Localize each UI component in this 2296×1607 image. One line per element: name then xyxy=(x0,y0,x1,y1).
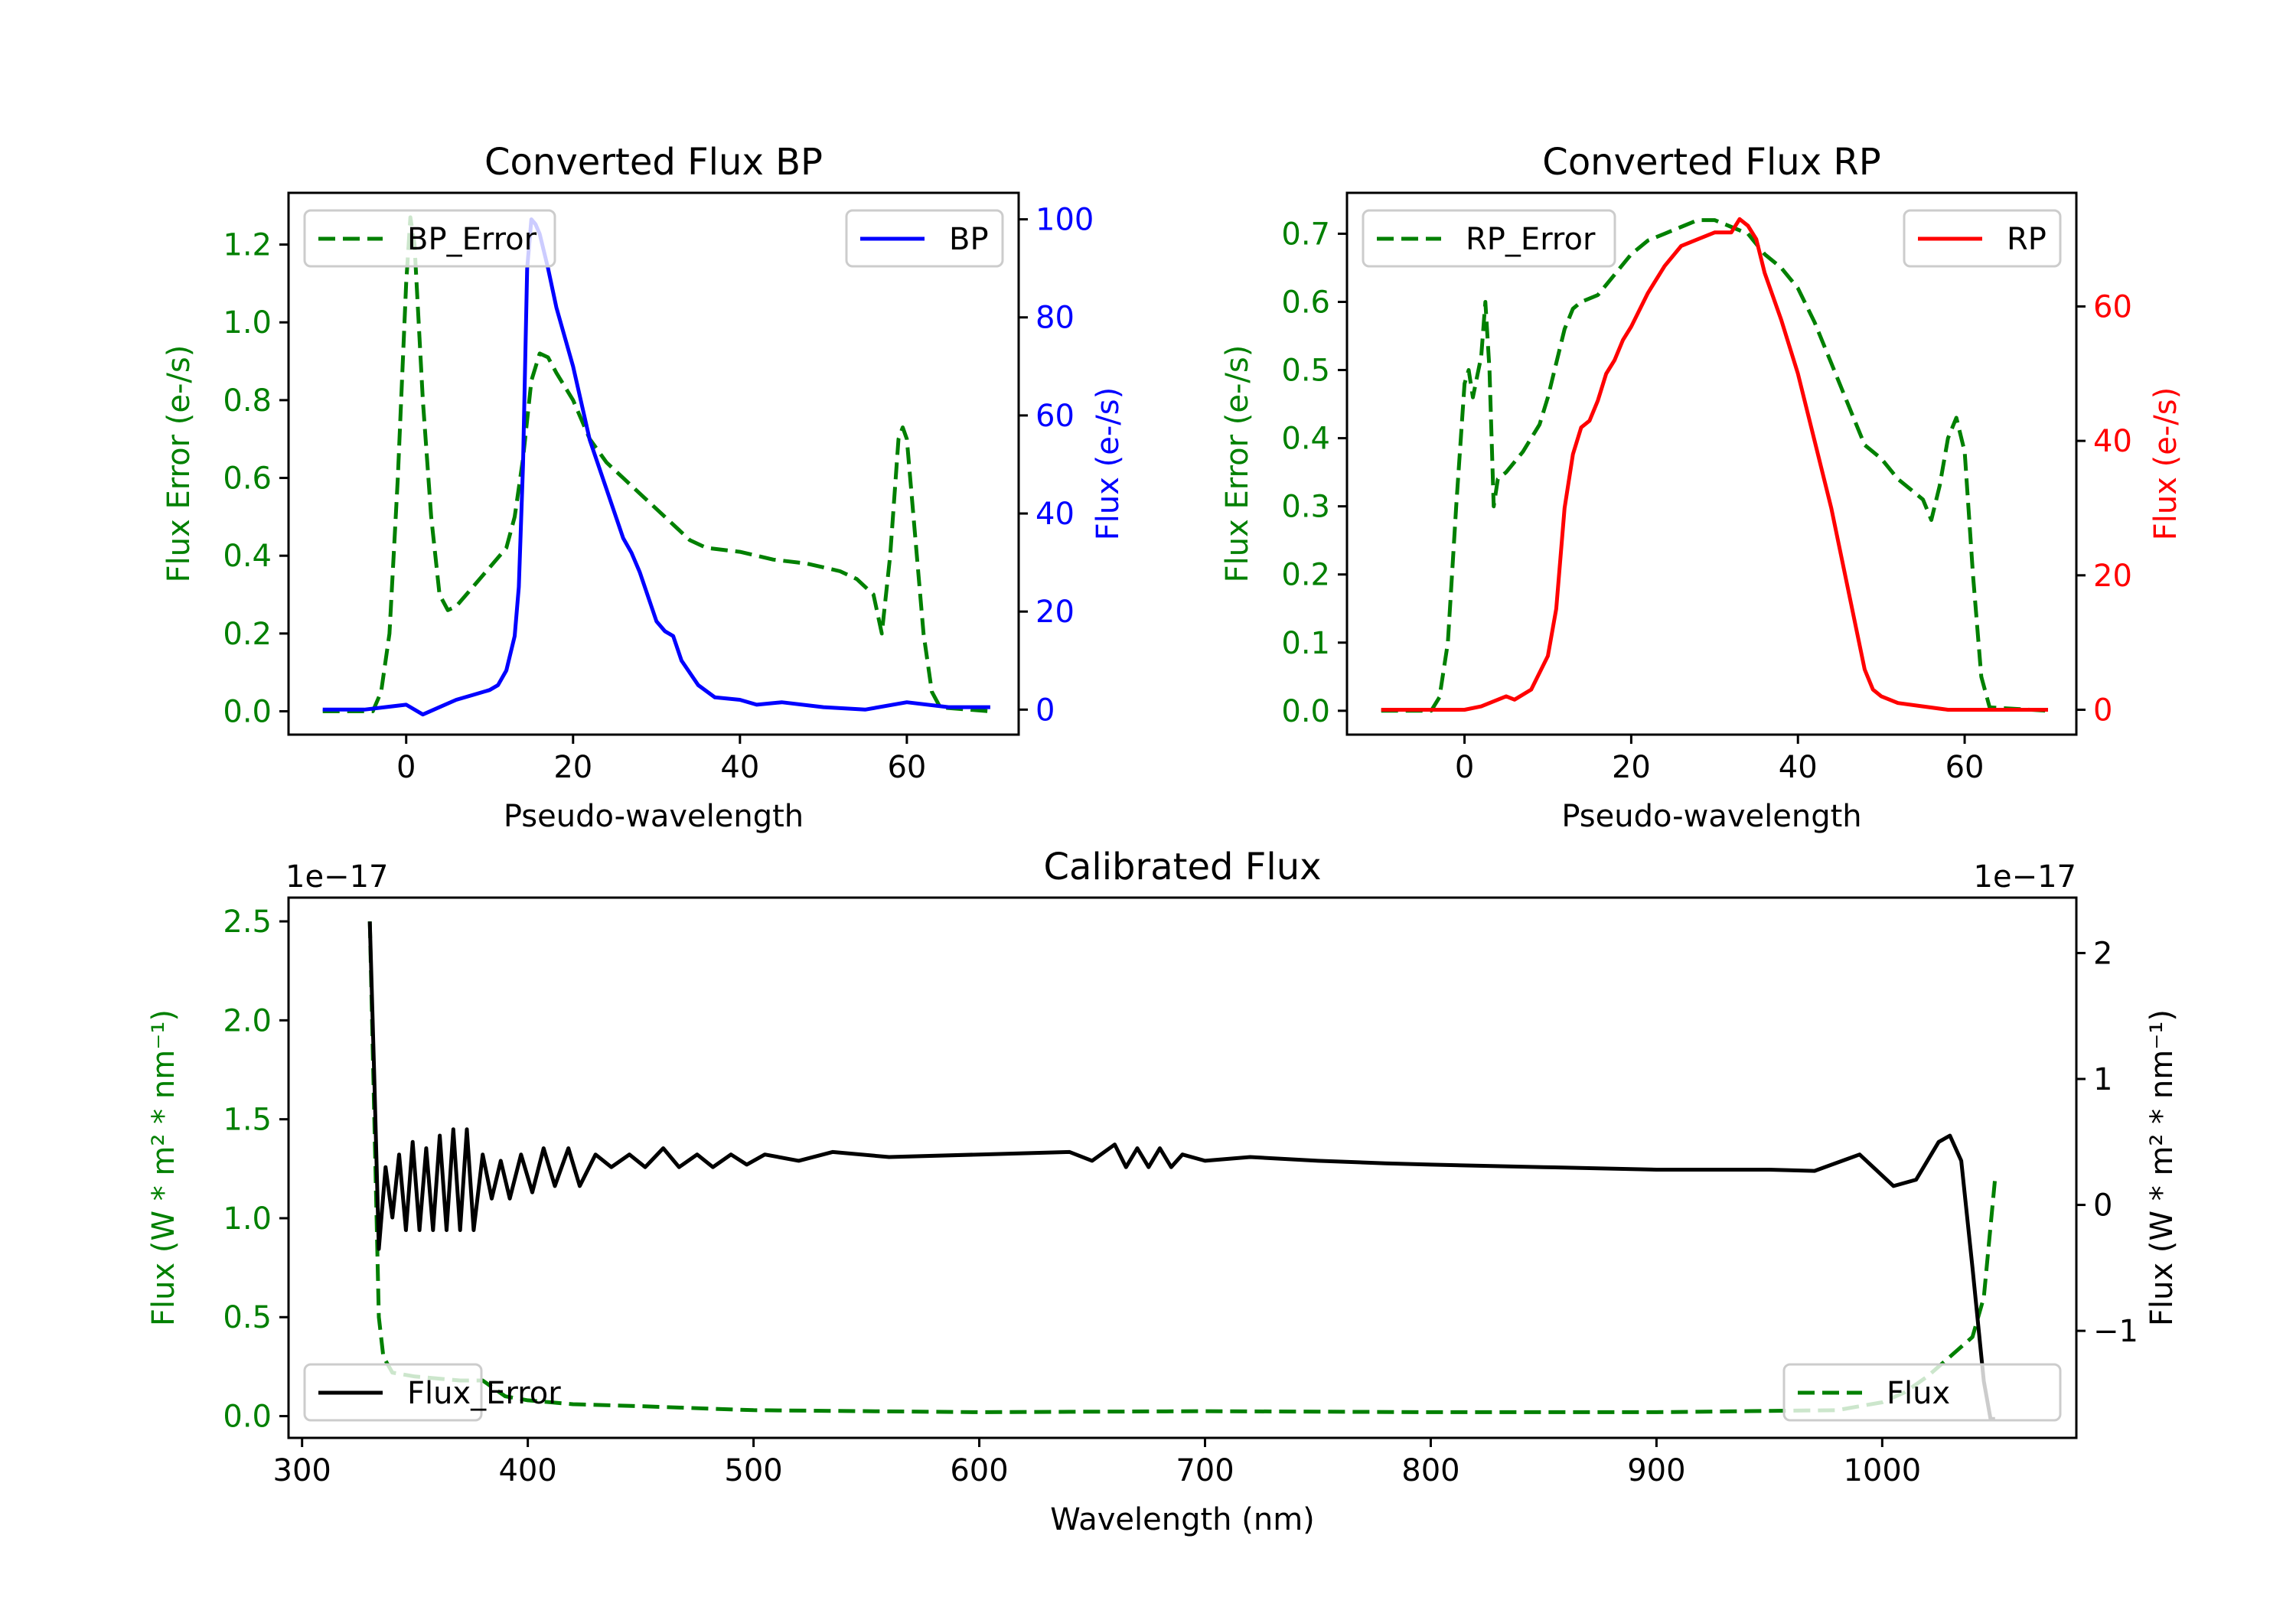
subplot-3: 300 400 500 600 700 800 900 1000 0.0 0.5 1.0 1.5 2.0… xyxy=(146,846,2180,1537)
legend-label: RP_Error xyxy=(1466,222,1596,257)
y-left-tick-label: 0.8 xyxy=(223,383,272,419)
x-tick-label: 40 xyxy=(720,750,759,785)
legend-left: BP_Error xyxy=(303,209,556,268)
y-left-tick-label: 1.0 xyxy=(223,305,272,341)
series-group xyxy=(322,215,991,717)
y-left-tick-label: 0.4 xyxy=(1281,422,1330,457)
y-left-tick-label: 0.3 xyxy=(1281,490,1330,525)
legend-right: RP xyxy=(1903,209,2062,268)
x-tick-label: 20 xyxy=(553,750,592,785)
y-left-tick-label: 0.0 xyxy=(223,695,272,730)
series-line-bp xyxy=(322,217,990,717)
x-tick-label: 700 xyxy=(1176,1453,1234,1488)
y-right-axis-label: Flux (e-/s) xyxy=(1091,387,1126,540)
x-tick-label: 60 xyxy=(887,750,926,785)
x-axis-label: Wavelength (nm) xyxy=(1050,1502,1315,1537)
legend-label: RP xyxy=(2007,222,2047,257)
y-left-tick-label: 0.5 xyxy=(223,1300,272,1335)
y-left-axis-label: Flux (W * m² * nm⁻¹) xyxy=(146,1009,181,1326)
y-right-tick-label: 0 xyxy=(2093,693,2112,728)
chart-title: Converted Flux BP xyxy=(484,141,823,184)
y-left-tick-label: 1.0 xyxy=(223,1201,272,1237)
y-left-tick-label: 0.6 xyxy=(223,461,272,497)
y-right-offset-text: 1e−17 xyxy=(1974,859,2076,895)
x-tick-label: 500 xyxy=(724,1453,782,1488)
x-tick-label: 1000 xyxy=(1843,1453,1921,1488)
y-left-tick-label: 1.2 xyxy=(223,228,272,263)
x-tick-label: 900 xyxy=(1627,1453,1685,1488)
x-tick-label: 40 xyxy=(1779,750,1818,785)
y-left-axis-label: Flux Error (e-/s) xyxy=(161,345,197,583)
x-tick-label: 0 xyxy=(1455,750,1474,785)
y-left-tick-label: 0.2 xyxy=(1281,558,1330,593)
subplot-2: 0 20 40 60 0.0 0.1 0.2 0.3 0.4 0.5 0.6 0.7 0 20 40 60 Co… xyxy=(1220,141,2183,834)
legend-label: Flux_Error xyxy=(407,1376,561,1411)
series-line-bp-error xyxy=(322,215,991,713)
y-right-tick-label: 60 xyxy=(2093,289,2132,324)
legend-left: Flux xyxy=(1782,1363,2062,1422)
y-left-tick-label: 0.7 xyxy=(1281,217,1330,252)
series-line-flux xyxy=(367,921,1995,1421)
x-tick-label: 60 xyxy=(1945,750,1985,785)
y-right-tick-label: 20 xyxy=(2093,559,2132,594)
x-axis-label: Pseudo-wavelength xyxy=(504,799,804,834)
series-line-rp xyxy=(1381,217,2048,712)
series-group xyxy=(1381,217,2049,713)
legend-frame xyxy=(303,209,556,268)
y-right-tick-label: 0 xyxy=(1035,693,1055,728)
legend-left: RP_Error xyxy=(1362,209,1616,268)
legend-right: Flux_Error xyxy=(303,1363,561,1422)
y-right-axis-label: Flux (W * m² * nm⁻¹) xyxy=(2144,1009,2180,1326)
chart-title: Converted Flux RP xyxy=(1542,141,1880,184)
y-right-tick-label: 80 xyxy=(1035,301,1075,336)
y-left-tick-label: 1.5 xyxy=(223,1103,272,1138)
x-tick-label: 400 xyxy=(498,1453,556,1488)
series-group xyxy=(367,921,1998,1421)
legend-frame xyxy=(1362,209,1616,268)
y-left-offset-text: 1e−17 xyxy=(285,859,388,895)
axes-frame xyxy=(1345,191,2078,736)
y-right-tick-label: 40 xyxy=(1035,497,1075,532)
x-tick-label: 20 xyxy=(1612,750,1651,785)
y-left-tick-label: 2.5 xyxy=(223,905,272,940)
axes-frame xyxy=(287,896,2078,1439)
y-left-axis-label: Flux Error (e-/s) xyxy=(1220,345,1255,583)
y-right-axis-label: Flux (e-/s) xyxy=(2148,387,2183,540)
legend-right: BP xyxy=(845,209,1004,268)
subplot-1: 0 20 40 60 0.0 0.2 0.4 0.6 0.8 1.0 1.2 0 20 40 60 80 100… xyxy=(161,141,1126,834)
chart-title: Calibrated Flux xyxy=(1043,846,1321,888)
legend-frame xyxy=(1782,1363,2062,1422)
legend-frame xyxy=(303,1363,483,1422)
x-tick-label: 600 xyxy=(950,1453,1008,1488)
axes-frame xyxy=(287,191,1020,736)
y-left-tick-label: 0.1 xyxy=(1281,626,1330,661)
x-axis-label: Pseudo-wavelength xyxy=(1561,799,1861,834)
x-tick-label: 0 xyxy=(396,750,416,785)
y-left-tick-label: 0.6 xyxy=(1281,285,1330,320)
legend-label: Flux xyxy=(1887,1376,1950,1411)
y-left-tick-label: 2.0 xyxy=(223,1003,272,1038)
legend-label: BP_Error xyxy=(407,222,537,257)
y-left-tick-label: 0.2 xyxy=(223,617,272,652)
x-tick-label: 800 xyxy=(1401,1453,1459,1488)
y-right-tick-label: 60 xyxy=(1035,399,1075,434)
y-right-tick-label: 0 xyxy=(2093,1188,2112,1224)
y-right-tick-label: −1 xyxy=(2093,1314,2138,1349)
y-right-tick-label: 100 xyxy=(1035,203,1094,238)
series-line-rp-error xyxy=(1381,218,2049,713)
x-tick-label: 300 xyxy=(273,1453,331,1488)
y-left-tick-label: 0.0 xyxy=(223,1400,272,1435)
y-right-tick-label: 40 xyxy=(2093,424,2132,459)
y-left-tick-label: 0.4 xyxy=(223,539,272,574)
legend-label: BP xyxy=(949,222,989,257)
y-left-tick-label: 0.0 xyxy=(1281,694,1330,729)
y-right-tick-label: 20 xyxy=(1035,595,1075,630)
y-right-tick-label: 2 xyxy=(2093,936,2112,971)
y-right-tick-label: 1 xyxy=(2093,1062,2112,1097)
y-left-tick-label: 0.5 xyxy=(1281,354,1330,389)
